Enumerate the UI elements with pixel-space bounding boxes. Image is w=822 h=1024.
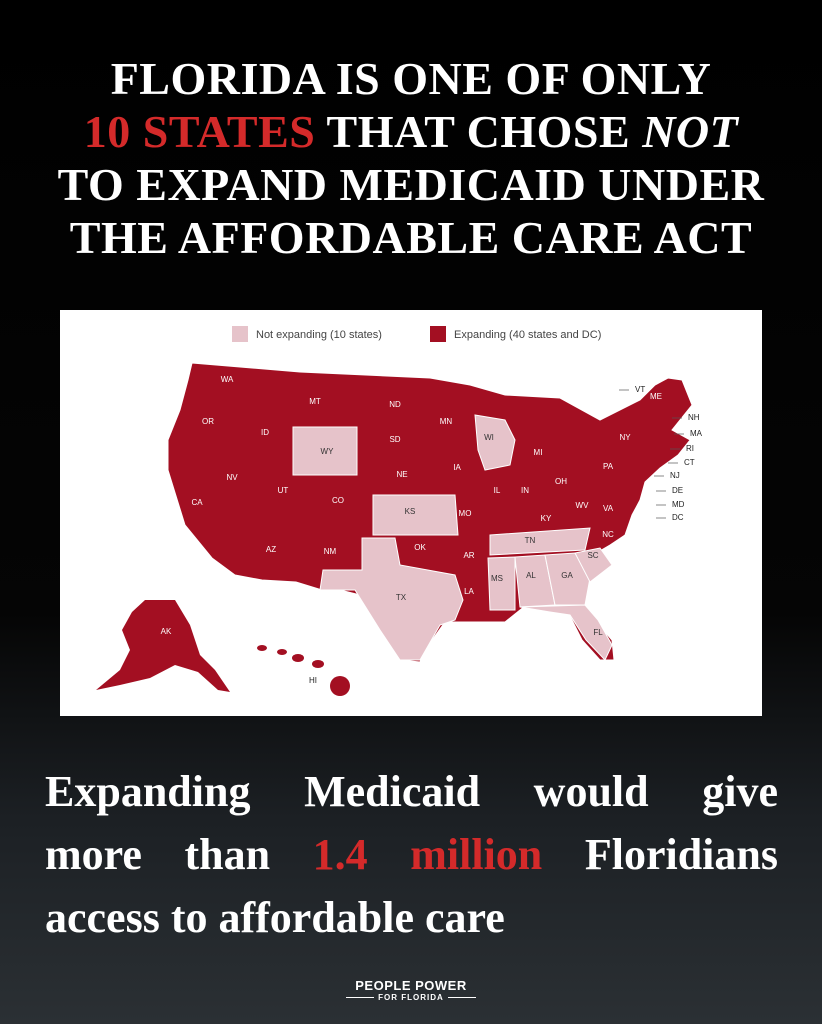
state-label: MD [672, 500, 685, 509]
headline-text: THAT CHOSE [326, 106, 631, 157]
state-shape [544, 552, 591, 606]
state-label: WV [576, 501, 590, 510]
state-label: IL [494, 486, 501, 495]
legend-label: Not expanding (10 states) [256, 329, 382, 341]
headline-emphasis: NOT [642, 106, 739, 157]
state-label: IA [453, 463, 461, 472]
state-label: TX [396, 593, 407, 602]
state-label: SD [389, 435, 400, 444]
state-label: CT [684, 458, 695, 467]
state-label: AR [463, 551, 474, 560]
headline: FLORIDA IS ONE OF ONLY 10 STATES THAT CH… [0, 52, 822, 264]
hawaii-island [330, 676, 350, 696]
state-label: AZ [266, 545, 276, 554]
state-shape [519, 604, 613, 661]
state-label: AL [526, 571, 536, 580]
body-text: more than [45, 830, 271, 879]
body-highlight: 1.4 million [312, 830, 543, 879]
brand-sub: FOR FLORIDA [0, 993, 822, 1002]
state-label: SC [587, 551, 598, 560]
alaska [96, 600, 230, 692]
state-label: DC [672, 513, 684, 522]
legend-swatch [430, 326, 446, 342]
state-label: GA [561, 571, 573, 580]
state-label: MA [690, 429, 703, 438]
state-label: ND [389, 400, 401, 409]
state-label: MT [309, 397, 321, 406]
state-label: AK [161, 627, 172, 636]
state-label: MO [459, 509, 472, 518]
headline-line: 10 STATES THAT CHOSE NOT [0, 105, 822, 158]
hawaii-island [292, 654, 304, 662]
state-label: DE [672, 486, 683, 495]
state-label: NH [688, 413, 700, 422]
state-label: MI [534, 448, 543, 457]
state-shape [474, 414, 516, 471]
state-label: IN [521, 486, 529, 495]
state-label: WI [484, 433, 494, 442]
state-label: VT [635, 385, 645, 394]
state-label: ME [650, 392, 662, 401]
footer: PEOPLE POWER FOR FLORIDA [0, 978, 822, 1002]
state-label: OH [555, 477, 567, 486]
body-line: more than 1.4 million Floridians [45, 823, 778, 886]
hawaii-island [257, 645, 267, 651]
body-text: Floridians [584, 830, 779, 879]
body-line: access to affordable care [45, 893, 505, 942]
state-label: PA [603, 462, 614, 471]
state-label: OK [414, 543, 426, 552]
headline-line: FLORIDA IS ONE OF ONLY [110, 53, 712, 104]
state-label: WY [321, 447, 335, 456]
headline-line: TO EXPAND MEDICAID UNDER [57, 159, 765, 210]
state-shape [292, 426, 358, 476]
state-label: LA [464, 587, 474, 596]
state-label: HI [309, 676, 317, 685]
state-label: NV [226, 473, 238, 482]
map: Not expanding (10 states) Expanding (40 s… [96, 326, 703, 696]
state-shape [319, 537, 464, 661]
state-label: VA [603, 504, 614, 513]
legend-swatch [232, 326, 248, 342]
brand: PEOPLE POWER [355, 978, 467, 993]
state-label: CA [191, 498, 203, 507]
state-label: ID [261, 428, 269, 437]
state-shape [489, 527, 591, 556]
state-label: NM [324, 547, 337, 556]
state-label: NY [619, 433, 631, 442]
state-shape [487, 556, 516, 611]
state-label: WA [221, 375, 234, 384]
state-label: FL [593, 628, 603, 637]
state-shape [574, 547, 613, 583]
hawaii-island [312, 660, 324, 668]
headline-highlight: 10 STATES [83, 106, 316, 157]
state-label: NJ [670, 471, 680, 480]
state-label: MN [440, 417, 453, 426]
body-line: Expanding Medicaid would give [45, 767, 778, 816]
hawaii-island [277, 649, 287, 655]
state-label: RI [686, 444, 694, 453]
headline-line: THE AFFORDABLE CARE ACT [69, 212, 753, 263]
state-label: MS [491, 574, 503, 583]
state-label: KS [405, 507, 416, 516]
state-label: NC [602, 530, 614, 539]
legend-label: Expanding (40 states and DC) [454, 329, 601, 341]
map-panel: Not expanding (10 states) Expanding (40 s… [60, 310, 762, 716]
state-label: TN [525, 536, 536, 545]
state-label: CO [332, 496, 344, 505]
state-shape [372, 494, 459, 536]
state-label: NE [396, 470, 407, 479]
body-text: Expanding Medicaid would give more than … [45, 760, 778, 949]
state-label: UT [278, 486, 289, 495]
state-label: KY [541, 514, 552, 523]
state-label: OR [202, 417, 214, 426]
